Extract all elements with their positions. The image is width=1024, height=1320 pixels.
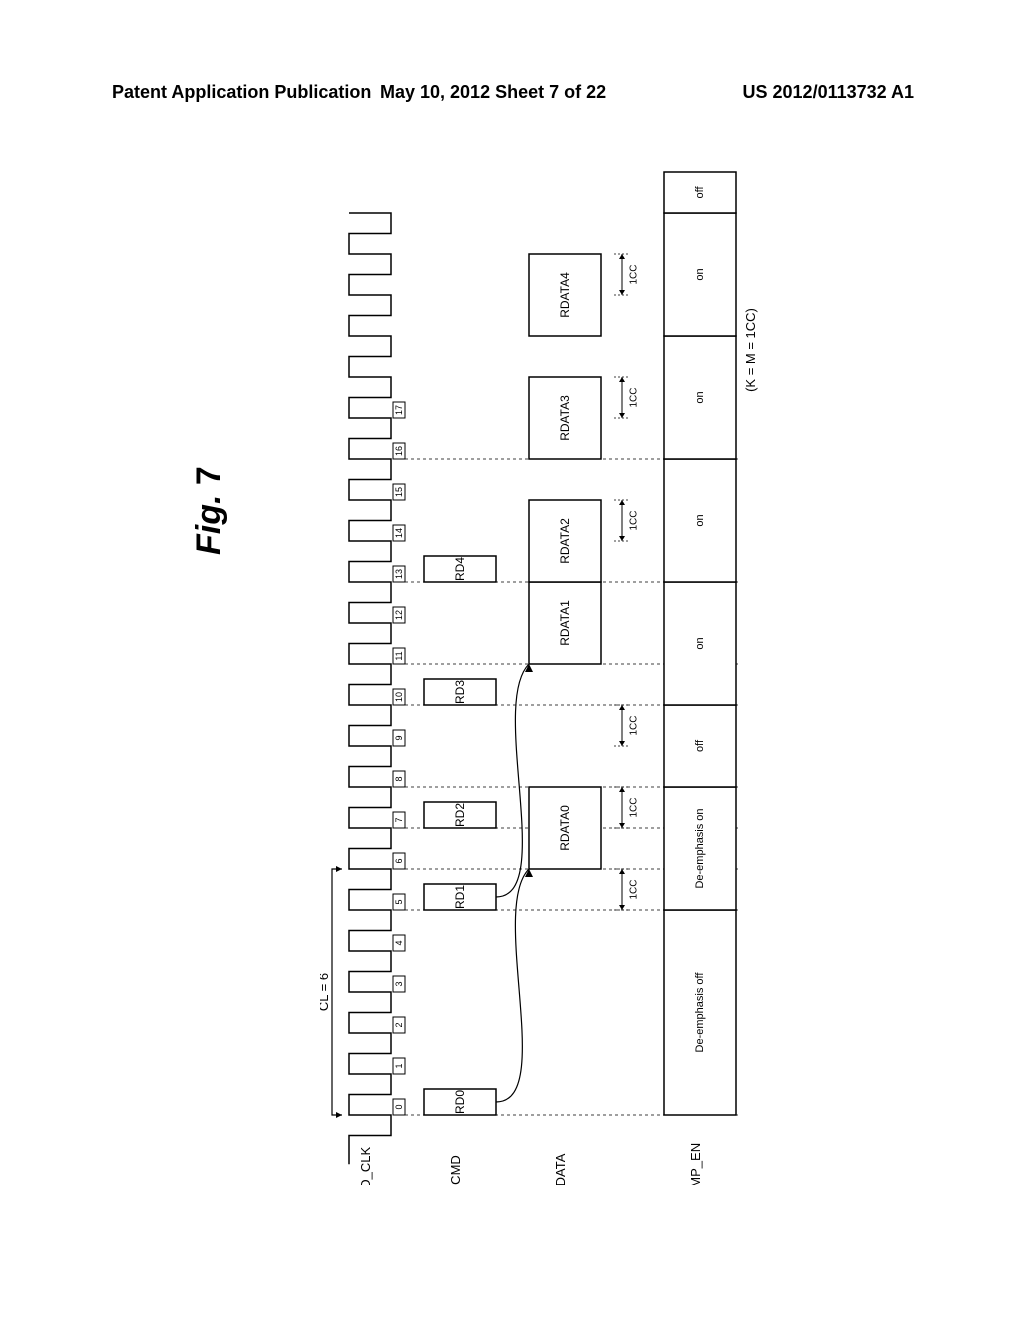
- cmd-label: RD0: [453, 1090, 467, 1114]
- latency-arrow: [496, 869, 529, 1102]
- cc-label: 1CC: [629, 510, 640, 530]
- dmp-label: on: [694, 637, 706, 649]
- data-label: RDATA3: [558, 395, 572, 441]
- cmd-label: RD2: [453, 803, 467, 827]
- header-center: May 10, 2012 Sheet 7 of 22: [380, 82, 606, 103]
- dmp-label: on: [694, 268, 706, 280]
- figure-prefix: Fig.: [190, 485, 228, 555]
- clock-tick-label: 3: [394, 981, 404, 986]
- arrowhead-icon: [619, 500, 625, 505]
- figure-number: 7: [190, 466, 228, 485]
- data-label: RDATA4: [558, 272, 572, 318]
- clock-tick-label: 9: [394, 735, 404, 740]
- latency-arrow: [496, 664, 529, 897]
- header-right: US 2012/0113732 A1: [743, 82, 914, 103]
- header-left: Patent Application Publication: [112, 82, 371, 103]
- data-label: RDATA1: [558, 600, 572, 646]
- clock-waveform: [349, 213, 391, 1164]
- clock-tick-label: 8: [394, 776, 404, 781]
- signal-label-data: DATA: [553, 1153, 568, 1185]
- arrowhead-icon: [619, 741, 625, 746]
- km-label: (K = M = 1CC): [743, 308, 758, 392]
- dmp-label: De-emphasis on: [694, 808, 706, 888]
- clock-tick-label: 11: [394, 651, 404, 660]
- clock-tick-label: 10: [394, 692, 404, 702]
- arrowhead-icon: [619, 705, 625, 710]
- arrowhead-icon: [619, 869, 625, 874]
- data-label: RDATA0: [558, 805, 572, 851]
- arrowhead-icon: [619, 787, 625, 792]
- clock-tick-label: 13: [394, 569, 404, 579]
- dmp-label: off: [694, 186, 706, 199]
- figure-caption: Fig. 7: [190, 466, 229, 555]
- arrowhead-icon: [336, 1112, 342, 1118]
- signal-label-cmd: CMD: [448, 1155, 463, 1185]
- page: Patent Application Publication May 10, 2…: [0, 0, 1024, 1320]
- cmd-label: RD1: [453, 885, 467, 909]
- arrowhead-icon: [619, 413, 625, 418]
- signal-label-clk: IO_CLK: [358, 1147, 373, 1185]
- cc-label: 1CC: [629, 715, 640, 735]
- clock-tick-label: 1: [394, 1063, 404, 1068]
- arrowhead-icon: [619, 290, 625, 295]
- arrowhead-icon: [619, 254, 625, 259]
- dmp-label: De-emphasis off: [694, 972, 706, 1053]
- clock-tick-label: 4: [394, 940, 404, 945]
- cl-label: CL = 6: [320, 973, 331, 1011]
- dmp-label: on: [694, 514, 706, 526]
- cc-label: 1CC: [629, 264, 640, 284]
- clock-tick-label: 16: [394, 446, 404, 456]
- cmd-label: RD4: [453, 557, 467, 581]
- clock-tick-label: 12: [394, 610, 404, 620]
- arrowhead-icon: [619, 377, 625, 382]
- dmp-label: on: [694, 391, 706, 403]
- cmd-label: RD3: [453, 680, 467, 704]
- signal-label-dmp: DMP_EN: [688, 1143, 703, 1185]
- timing-diagram: IO_CLKCMDDATADMP_EN012345678910111213141…: [320, 155, 770, 1185]
- cc-label: 1CC: [629, 879, 640, 899]
- cl-bracket: [332, 869, 342, 1115]
- clock-tick-label: 15: [394, 487, 404, 497]
- clock-tick-label: 5: [394, 899, 404, 904]
- arrowhead-icon: [619, 536, 625, 541]
- dmp-label: off: [694, 739, 706, 752]
- clock-tick-label: 0: [394, 1104, 404, 1109]
- arrowhead-icon: [619, 823, 625, 828]
- arrowhead-icon: [619, 905, 625, 910]
- clock-tick-label: 7: [394, 817, 404, 822]
- clock-tick-label: 14: [394, 528, 404, 538]
- cc-label: 1CC: [629, 797, 640, 817]
- cc-label: 1CC: [629, 387, 640, 407]
- arrowhead-icon: [336, 866, 342, 872]
- clock-tick-label: 17: [394, 405, 404, 415]
- clock-tick-label: 6: [394, 858, 404, 863]
- data-label: RDATA2: [558, 518, 572, 564]
- clock-tick-label: 2: [394, 1022, 404, 1027]
